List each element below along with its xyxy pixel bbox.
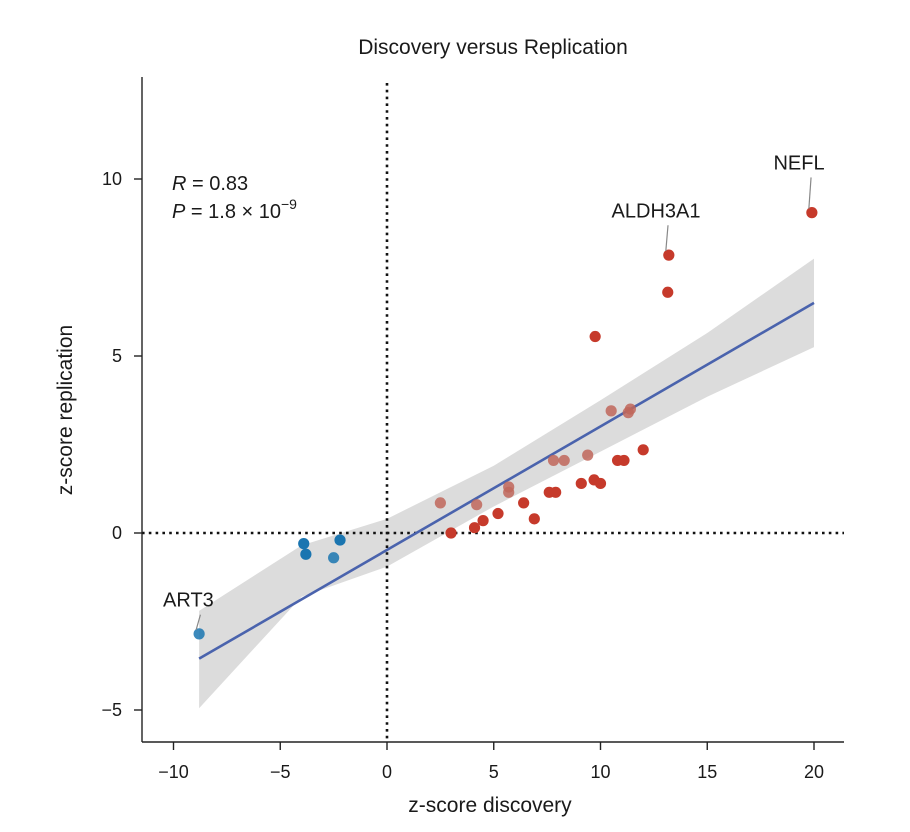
data-point (434, 497, 446, 509)
data-point (518, 497, 530, 509)
data-point (637, 444, 649, 456)
gene-label: NEFL (773, 152, 824, 174)
data-point (618, 454, 630, 467)
p-value: = 1.8 × 10 (185, 201, 281, 223)
x-tick-label: −5 (270, 762, 291, 782)
data-point (445, 527, 457, 539)
x-tick-label: 10 (590, 762, 610, 782)
data-point (662, 286, 674, 298)
x-axis-ticks: −10 −5 0 5 10 15 20 (158, 742, 824, 782)
data-point (663, 249, 675, 261)
data-point (575, 477, 587, 490)
data-point (503, 486, 515, 498)
x-axis-label: z-score discovery (408, 794, 572, 817)
gene-leader-line (808, 177, 812, 209)
data-point (468, 522, 481, 534)
y-tick-label: 0 (112, 523, 122, 543)
data-point (298, 538, 310, 550)
data-point (528, 513, 540, 525)
x-tick-label: 0 (382, 762, 392, 782)
p-value-stat: P = 1.8 × 10−9 (172, 196, 297, 223)
gene-annotations: NEFL ALDH3A1 ART3 (163, 152, 825, 631)
r-symbol: R (172, 173, 186, 195)
data-point (582, 449, 594, 461)
data-point (558, 454, 570, 467)
data-point (605, 405, 617, 417)
data-point (624, 403, 636, 415)
y-tick-label: 5 (112, 346, 122, 366)
x-tick-label: −10 (158, 762, 189, 782)
x-tick-label: 5 (489, 762, 499, 782)
data-point (193, 628, 205, 640)
data-point (300, 548, 312, 560)
correlation-stat: R = 0.83 (172, 173, 248, 195)
data-point (471, 499, 483, 511)
data-point (328, 552, 340, 564)
y-axis-ticks: −5 0 5 10 (101, 169, 142, 720)
y-axis-label: z-score replication (54, 325, 77, 495)
p-exponent: −9 (281, 196, 297, 212)
x-tick-label: 15 (697, 762, 717, 782)
r-value: = 0.83 (186, 173, 248, 195)
reference-lines (142, 83, 844, 742)
y-tick-label: 10 (102, 169, 122, 189)
data-point (594, 477, 607, 490)
regression-layer (198, 301, 815, 660)
data-points (193, 207, 818, 640)
data-point (334, 534, 346, 546)
y-tick-label: −5 (101, 700, 122, 720)
data-point (806, 207, 818, 219)
p-symbol: P (172, 201, 186, 223)
data-point (492, 507, 504, 520)
gene-leader-line (195, 614, 202, 631)
data-point (550, 486, 562, 498)
gene-leader-line (665, 225, 669, 252)
x-tick-label: 20 (804, 762, 824, 782)
regression-line (198, 301, 815, 660)
gene-label: ART3 (163, 590, 214, 612)
data-point (477, 515, 489, 527)
chart-title: Discovery versus Replication (358, 36, 628, 59)
gene-label: ALDH3A1 (612, 200, 701, 222)
data-point (589, 330, 601, 343)
data-point (547, 454, 560, 467)
